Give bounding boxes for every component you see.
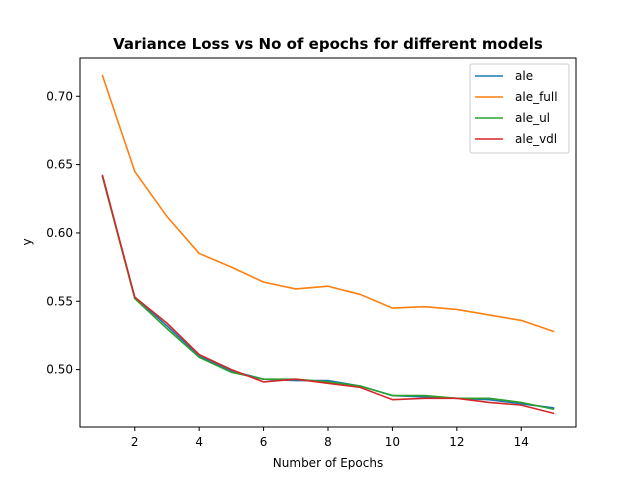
series-lines: [101, 74, 555, 415]
x-tick-label: 10: [385, 435, 400, 449]
y-tick-label: 0.70: [46, 89, 73, 103]
x-tick-label: 12: [449, 435, 464, 449]
x-tick-label: 2: [131, 435, 139, 449]
y-axis-ticks: 0.50 0.55 0.60 0.65 0.70: [46, 89, 80, 377]
x-axis-ticks: 2 4 6 8 10 12 14: [131, 427, 529, 449]
legend: ale ale_full ale_ul ale_vdl: [469, 63, 570, 154]
series-line-ale_vdl: [101, 174, 555, 415]
legend-label-ale_full: ale_full: [515, 90, 558, 104]
series-line-ale_ul: [101, 175, 555, 411]
x-tick-label: 8: [324, 435, 332, 449]
legend-box: [469, 63, 570, 154]
x-tick-label: 4: [195, 435, 203, 449]
y-tick-label: 0.65: [46, 158, 73, 172]
y-tick-label: 0.50: [46, 363, 73, 377]
series-line-ale_full: [101, 74, 555, 333]
y-axis-label: y: [20, 238, 34, 245]
x-tick-label: 14: [514, 435, 529, 449]
x-axis-label: Number of Epochs: [273, 456, 383, 470]
legend-label-ale_vdl: ale_vdl: [515, 132, 557, 146]
x-tick-label: 6: [260, 435, 268, 449]
legend-label-ale: ale: [515, 69, 533, 83]
chart-title: Variance Loss vs No of epochs for differ…: [113, 35, 543, 53]
legend-label-ale_ul: ale_ul: [515, 111, 550, 125]
y-tick-label: 0.55: [46, 294, 73, 308]
series-line-ale: [101, 175, 555, 409]
y-tick-label: 0.60: [46, 226, 73, 240]
